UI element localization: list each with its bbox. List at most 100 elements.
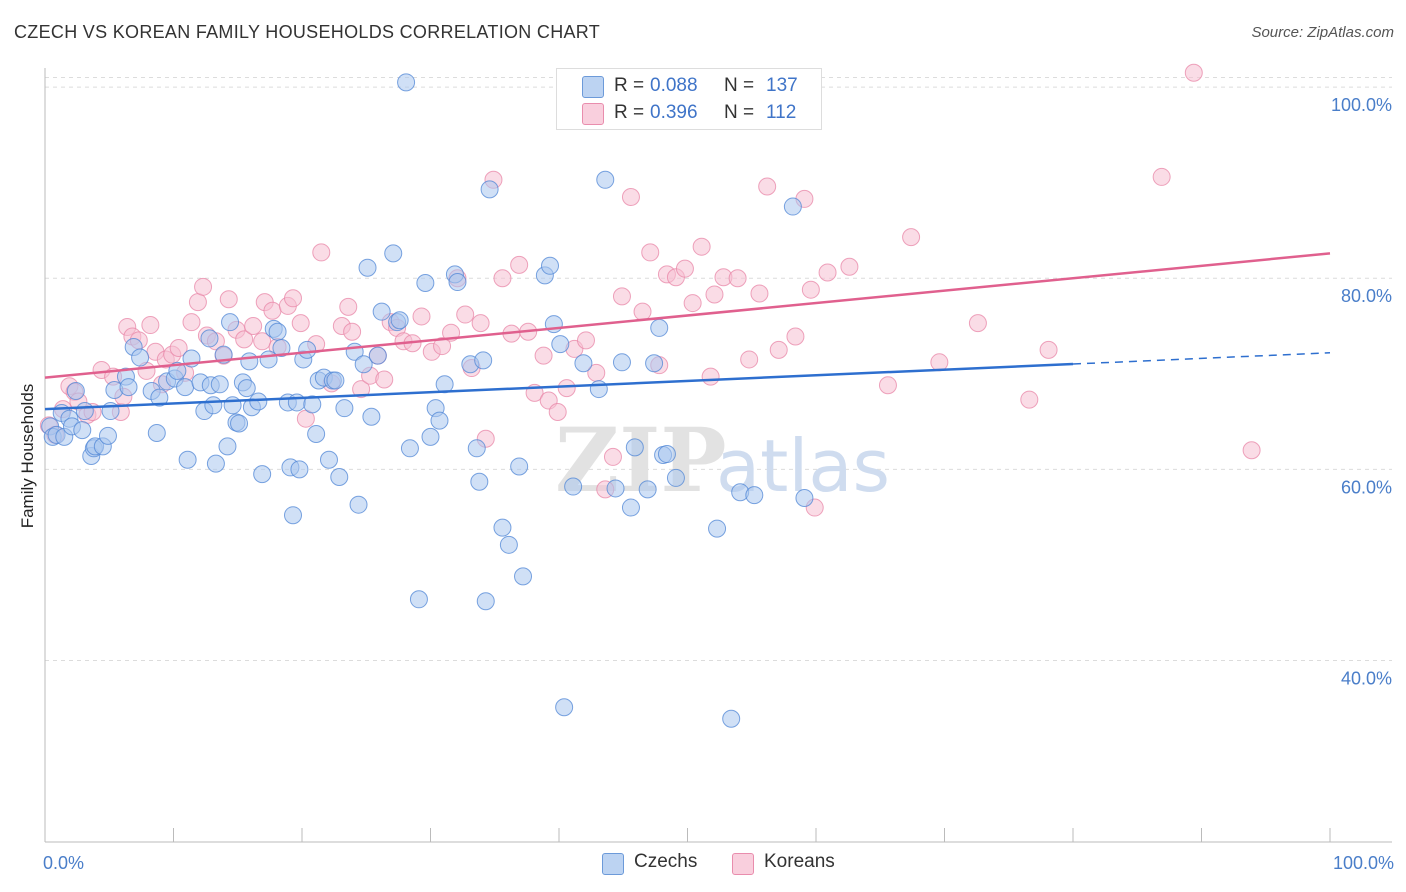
- koreans-legend-swatch: [732, 853, 754, 875]
- czechs-point: [287, 393, 306, 412]
- koreans-point: [235, 330, 254, 349]
- czechs-point: [621, 498, 640, 517]
- czechs-point: [510, 457, 529, 476]
- czechs-trend-line: [44, 362, 1074, 411]
- czechs-point: [390, 311, 409, 330]
- czechs-point: [474, 351, 493, 370]
- koreans-point: [343, 322, 362, 341]
- koreans-point: [548, 403, 567, 421]
- axes: [44, 68, 1392, 843]
- czechs-point: [650, 318, 669, 337]
- czechs-point: [150, 388, 169, 407]
- koreans-point: [375, 370, 394, 389]
- czechs-point: [319, 450, 338, 469]
- czechs-point: [384, 244, 403, 263]
- czechs-point: [75, 402, 94, 421]
- koreans-point: [603, 447, 622, 466]
- czechs-point: [480, 180, 499, 199]
- czechs-point: [298, 340, 317, 359]
- czechs-point: [73, 421, 92, 440]
- czechs-point: [237, 379, 256, 398]
- czechs-point: [206, 454, 225, 473]
- stats-legend: R = 0.088 N = 137 R = 0.396 N = 112: [556, 68, 822, 130]
- czechs-point: [596, 170, 615, 189]
- koreans-point: [576, 331, 595, 350]
- czechs-trend-extension: [1072, 352, 1331, 365]
- koreans-point: [1152, 167, 1171, 186]
- koreans-point: [339, 297, 358, 316]
- czechs-legend-swatch: [602, 853, 624, 875]
- koreans-point: [312, 243, 331, 262]
- koreans-point: [930, 353, 949, 372]
- r-label: R =: [614, 75, 645, 96]
- czechs-point: [253, 465, 272, 484]
- czechs-point: [131, 348, 150, 367]
- koreans-point: [182, 313, 201, 332]
- koreans-point: [352, 380, 371, 399]
- czechs-point: [400, 439, 419, 458]
- czechs-point: [335, 399, 354, 418]
- czechs-point: [362, 407, 381, 426]
- czechs-point: [467, 439, 486, 458]
- koreans-point: [692, 237, 711, 256]
- czechs-point: [200, 329, 219, 348]
- koreans-point: [244, 317, 263, 335]
- czechs-legend-label: Czechs: [634, 851, 698, 872]
- czechs-point: [574, 354, 593, 373]
- x-tick-label-min: 0.0%: [43, 853, 85, 873]
- czechs-point: [555, 698, 574, 717]
- czechs-point: [499, 535, 518, 554]
- czechs-point: [612, 353, 631, 372]
- koreans-point: [169, 338, 188, 357]
- czechs-point: [240, 352, 259, 371]
- koreans-point: [786, 327, 805, 346]
- czechs-point: [625, 438, 644, 457]
- czechs-point: [221, 313, 240, 332]
- czechs-point: [176, 378, 195, 397]
- czechs-point: [204, 396, 223, 415]
- koreans-point: [840, 257, 859, 276]
- x-tick-label-max: 100.0%: [1332, 853, 1394, 873]
- czechs-point: [66, 381, 85, 400]
- czechs-point: [290, 460, 309, 479]
- koreans-point: [801, 280, 820, 299]
- koreans-point: [701, 367, 720, 386]
- koreans-point: [675, 259, 694, 278]
- koreans-point: [291, 314, 310, 333]
- czechs-point: [249, 392, 268, 411]
- koreans-point: [633, 302, 652, 321]
- czechs-point: [606, 479, 625, 498]
- y-tick-label: 80.0%: [1341, 286, 1392, 306]
- czechs-point: [326, 371, 345, 390]
- y-tick-label: 100.0%: [1331, 95, 1392, 115]
- czechs-point: [284, 506, 303, 525]
- koreans-point: [412, 307, 431, 326]
- y-tick-labels: 40.0% 60.0% 80.0% 100.0%: [1331, 95, 1392, 688]
- czechs-point: [448, 273, 467, 292]
- trend-lines: [44, 252, 1331, 411]
- czechs-point: [230, 414, 249, 433]
- czechs-n-value: 137: [766, 75, 798, 96]
- czechs-point: [416, 274, 435, 292]
- czechs-point: [493, 518, 512, 537]
- czechs-point: [564, 477, 583, 496]
- koreans-legend-label: Koreans: [764, 851, 835, 872]
- czechs-point: [638, 480, 657, 499]
- koreans-point: [641, 243, 660, 262]
- koreans-point: [557, 379, 576, 398]
- chart-title: CZECH VS KOREAN FAMILY HOUSEHOLDS CORREL…: [14, 22, 601, 42]
- koreans-point: [758, 177, 777, 196]
- czechs-point: [210, 375, 229, 394]
- r-label: R =: [614, 102, 645, 123]
- koreans-point: [141, 316, 160, 335]
- koreans-point: [188, 293, 207, 312]
- czechs-point: [368, 346, 387, 365]
- czechs-point: [98, 426, 117, 445]
- czechs-point: [745, 486, 764, 505]
- czechs-point: [272, 338, 291, 357]
- czechs-point: [349, 495, 368, 514]
- koreans-point: [818, 263, 837, 282]
- koreans-point: [902, 228, 921, 247]
- czechs-point: [307, 424, 326, 443]
